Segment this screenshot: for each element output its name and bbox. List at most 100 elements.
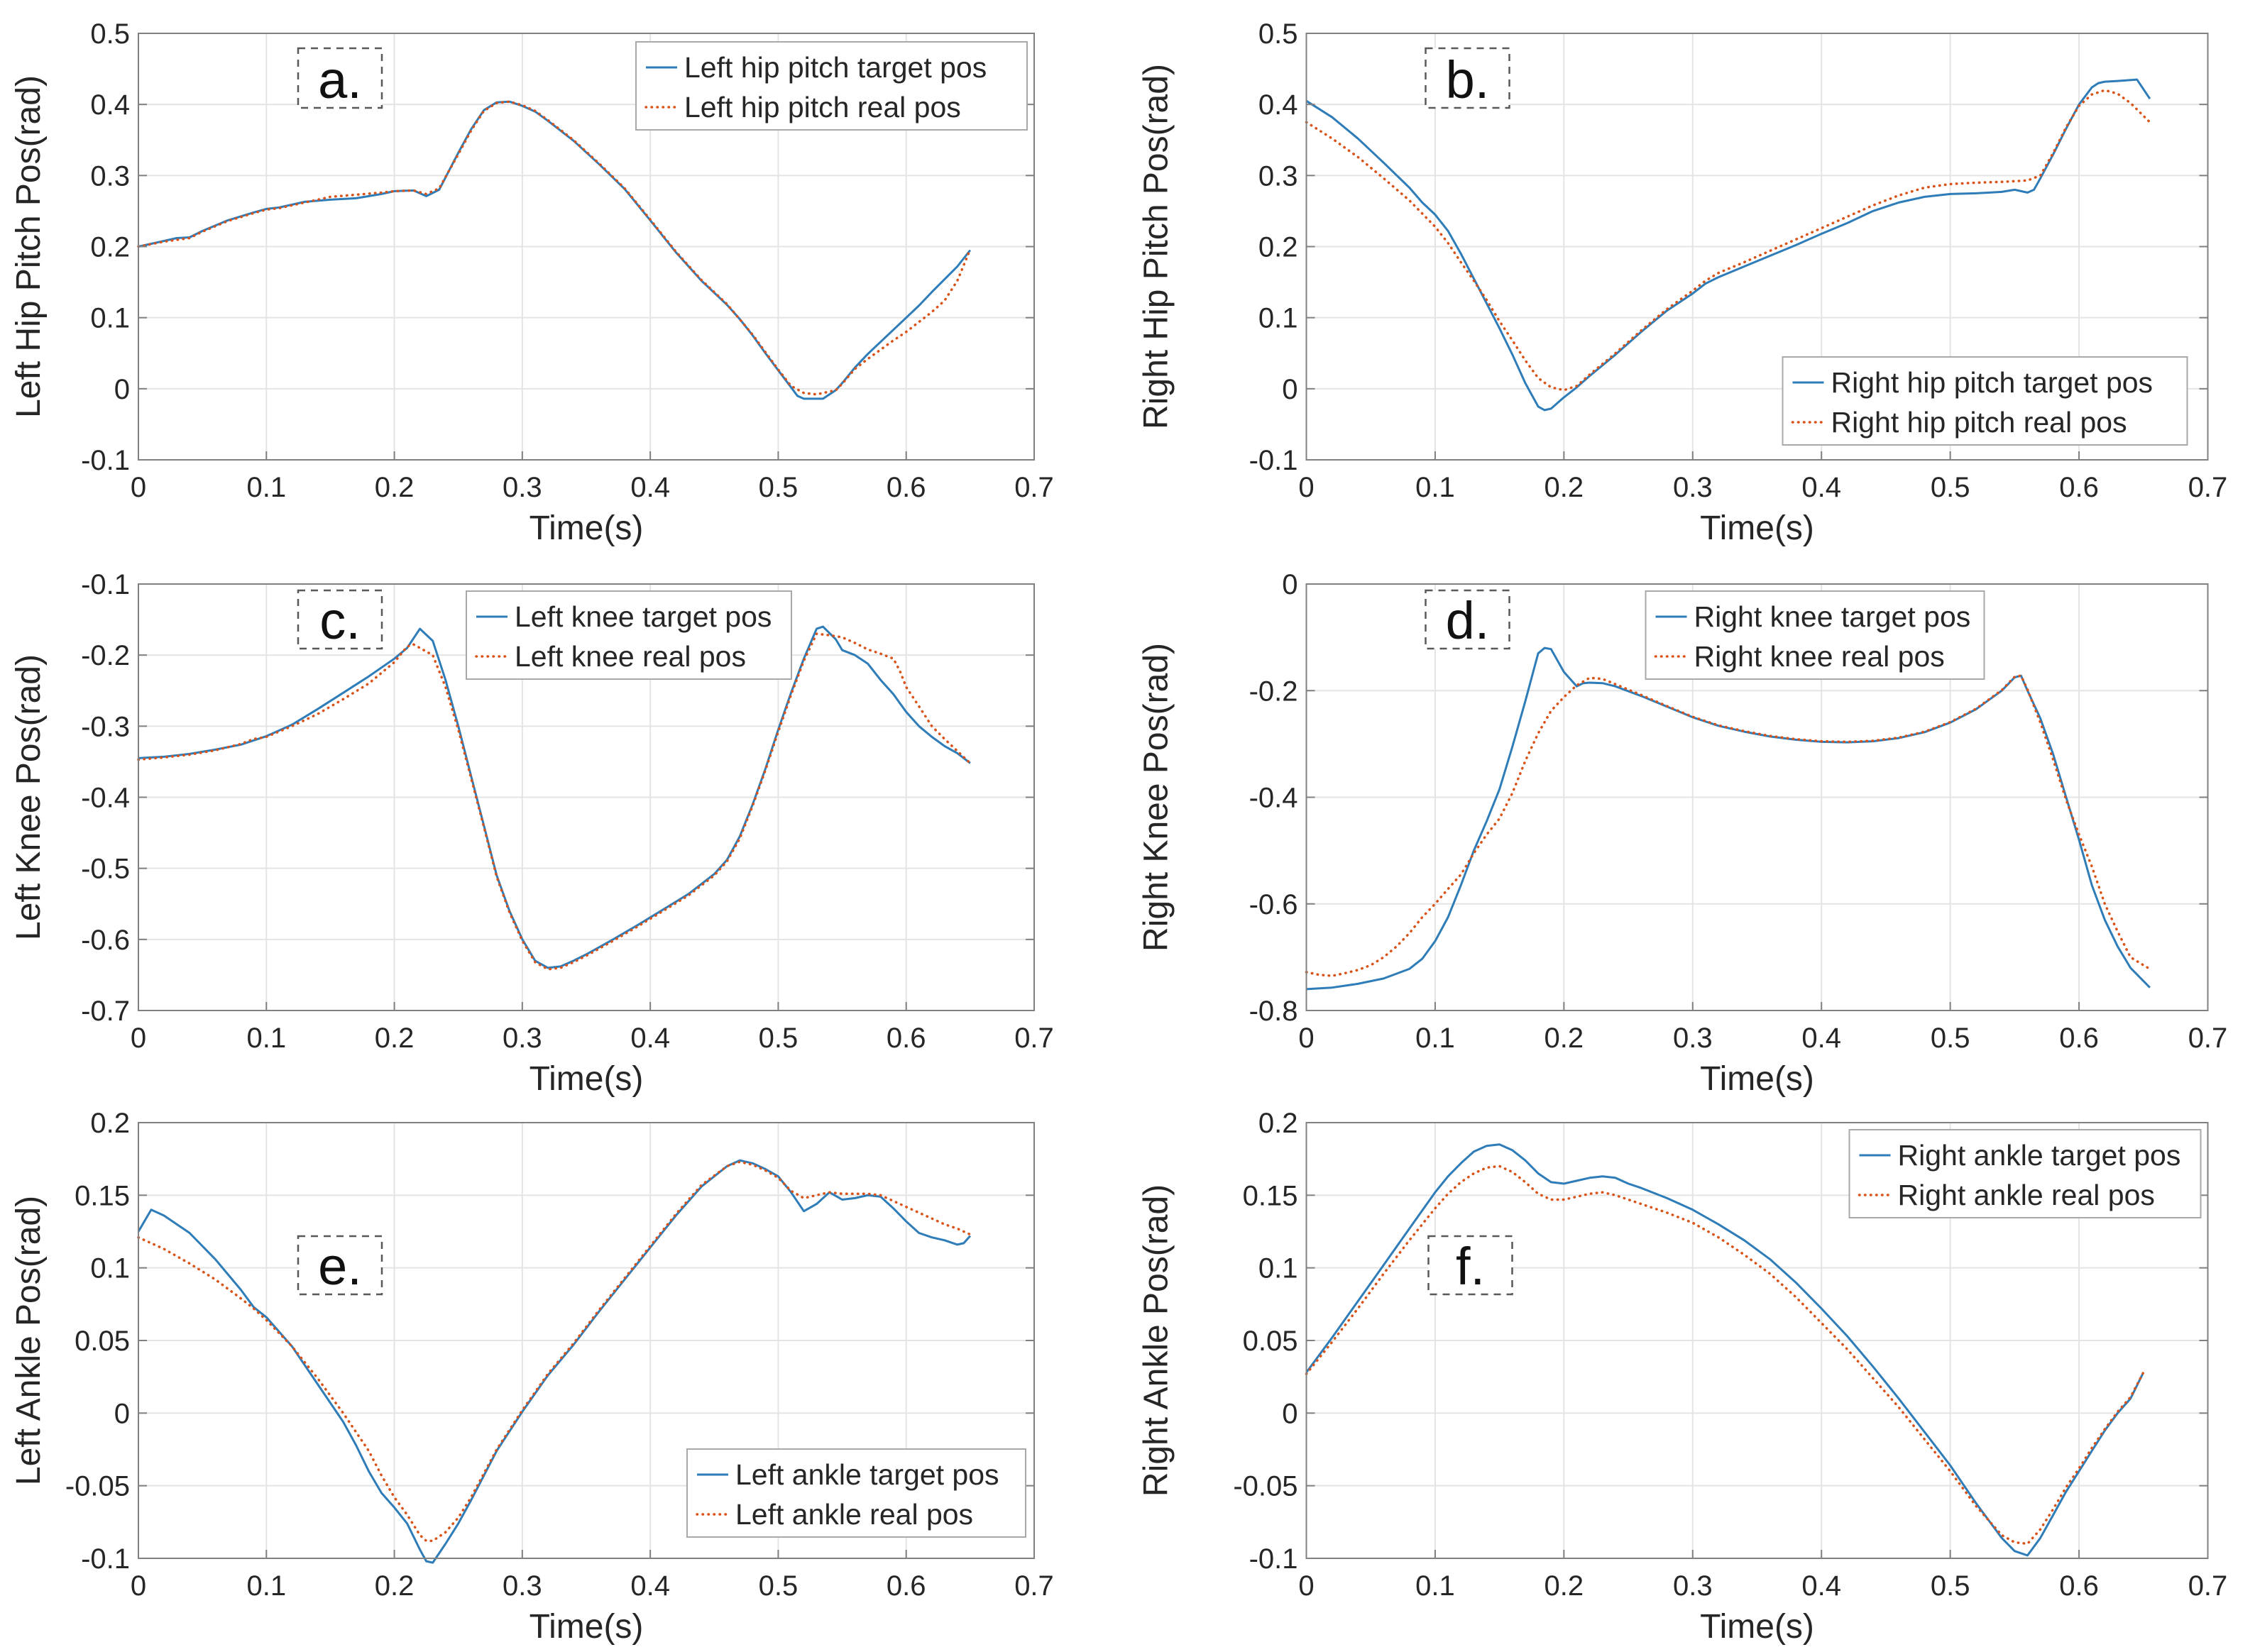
y-tick-label: 0.2 bbox=[1258, 1108, 1298, 1139]
x-tick-label: 0.3 bbox=[1673, 1023, 1713, 1054]
panel-tag: a. bbox=[297, 47, 383, 109]
y-tick-label: 0.2 bbox=[1258, 232, 1298, 263]
panel-tag: c. bbox=[297, 589, 383, 650]
x-tick-label: 0.7 bbox=[1014, 1570, 1054, 1602]
x-tick-label: 0.5 bbox=[759, 472, 799, 503]
legend: Left hip pitch target pos Left hip pitch … bbox=[635, 41, 1028, 131]
legend-label: Right hip pitch real pos bbox=[1831, 406, 2127, 439]
curve-target bbox=[1306, 646, 2151, 991]
curve-real bbox=[1305, 674, 2151, 977]
legend: Right hip pitch target pos Right hip pitc… bbox=[1782, 356, 2188, 446]
x-tick-label: 0.6 bbox=[2059, 1023, 2099, 1054]
panel-e-svg: 0 0.1 0.2 0.3 0.4 0.5 0.6 0.7 -0.1 -0.05 0 0.05 0.1 0… bbox=[10, 1108, 1054, 1646]
y-axis-label: Right Knee Pos(rad) bbox=[1138, 643, 1175, 952]
panel-b-right-hip-pitch: 0 0.1 0.2 0.3 0.4 0.5 0.6 0.7 -0.1 0 0.1 0.2 0.3 0.4 0… bbox=[1127, 0, 2255, 551]
y-tick-label: 0.5 bbox=[1258, 18, 1298, 50]
y-tick-label: -0.1 bbox=[1249, 445, 1298, 476]
x-tick-label: 0.7 bbox=[1014, 472, 1054, 503]
x-tick-label: 0.7 bbox=[1014, 1023, 1054, 1054]
y-tick-label: -0.7 bbox=[81, 996, 130, 1027]
x-tick-label: 0.6 bbox=[2059, 1570, 2099, 1602]
panel-tag-box bbox=[297, 1235, 383, 1296]
panel-tag-label: a. bbox=[318, 50, 362, 109]
x-axis-label: Time(s) bbox=[1700, 510, 1814, 547]
y-tick-label: 0 bbox=[1282, 374, 1297, 405]
curve-real bbox=[1305, 89, 2151, 392]
x-tick-label: 0.4 bbox=[1801, 1023, 1841, 1054]
y-tick-label: 0 bbox=[114, 1398, 130, 1429]
curve-target bbox=[137, 1159, 972, 1564]
x-tick-label: 0.5 bbox=[759, 1570, 799, 1602]
x-tick-label: 0 bbox=[1298, 472, 1314, 503]
x-axis-label: Time(s) bbox=[530, 510, 644, 547]
x-tick-label: 0 bbox=[1298, 1570, 1314, 1602]
panel-tag: f. bbox=[1427, 1235, 1513, 1296]
legend-label: Right ankle target pos bbox=[1898, 1139, 2181, 1172]
y-tick-label: 0.1 bbox=[1258, 1253, 1298, 1284]
curve-real bbox=[1305, 1164, 2145, 1546]
y-axis-label: Left Ankle Pos(rad) bbox=[10, 1196, 48, 1485]
panel-c-svg: 0 0.1 0.2 0.3 0.4 0.5 0.6 0.7 -0.7 -0.6 -0.5 -0.4 -0… bbox=[10, 569, 1054, 1098]
y-tick-label: -0.2 bbox=[81, 640, 130, 671]
panel-c-left-knee: 0 0.1 0.2 0.3 0.4 0.5 0.6 0.7 -0.7 -0.6 -0.5 -0.4 -0… bbox=[0, 551, 1127, 1101]
y-tick-label: -0.5 bbox=[81, 854, 130, 885]
panel-d-right-knee: 0 0.1 0.2 0.3 0.4 0.5 0.6 0.7 -0.8 -0.6 -0.4 -0.2 0 T… bbox=[1127, 551, 2255, 1101]
y-tick-label: -0.4 bbox=[1249, 783, 1298, 814]
y-tick-label: 0.5 bbox=[90, 18, 130, 50]
x-tick-label: 0.6 bbox=[887, 1023, 926, 1054]
panel-a-svg: 0 0.1 0.2 0.3 0.4 0.5 0.6 0.7-0.100.10.20.30.40… bbox=[10, 18, 1054, 547]
y-tick-label: 0.15 bbox=[75, 1180, 130, 1211]
x-tick-label: 0.4 bbox=[630, 1570, 670, 1602]
panel-tag: b. bbox=[1425, 47, 1510, 109]
panel-tag-label: c. bbox=[319, 591, 361, 650]
x-tick-label: 0.3 bbox=[1673, 472, 1713, 503]
legend-box bbox=[635, 41, 1028, 131]
y-tick-label: -0.05 bbox=[1233, 1471, 1297, 1502]
x-tick-label: 0.6 bbox=[887, 472, 926, 503]
legend-label: Left ankle real pos bbox=[735, 1498, 973, 1531]
x-axis-label: Time(s) bbox=[530, 1060, 644, 1098]
y-tick-label: 0.2 bbox=[90, 232, 130, 263]
panel-tag-box bbox=[1427, 1235, 1513, 1296]
legend: Left knee target pos Left knee real pos bbox=[466, 590, 792, 680]
curve-target bbox=[138, 625, 971, 969]
panel-e-left-ankle: 0 0.1 0.2 0.3 0.4 0.5 0.6 0.7 -0.1 -0.05 0 0.05 0.1 0… bbox=[0, 1101, 1127, 1652]
panel-tag-label: e. bbox=[318, 1237, 362, 1296]
curve-target bbox=[1305, 78, 2151, 412]
legend-box bbox=[686, 1448, 1026, 1538]
x-tick-label: 0.1 bbox=[1415, 472, 1455, 503]
axes bbox=[1305, 33, 2209, 461]
y-tick-label: 0.1 bbox=[90, 303, 130, 334]
x-tick-label: 0.1 bbox=[246, 472, 286, 503]
x-tick-label: 0.7 bbox=[2188, 472, 2228, 503]
x-tick-label: 0 bbox=[1298, 1023, 1314, 1054]
curve-target bbox=[138, 100, 972, 400]
y-tick-label: -0.1 bbox=[1249, 1543, 1298, 1575]
x-tick-label: 0.7 bbox=[2188, 1570, 2228, 1602]
y-tick-label: 0 bbox=[114, 374, 130, 405]
x-tick-label: 0.5 bbox=[1931, 1023, 1970, 1054]
y-tick-label: 0.05 bbox=[75, 1326, 130, 1357]
y-tick-label: -0.2 bbox=[1249, 676, 1298, 707]
panel-a-left-hip-pitch: 0 0.1 0.2 0.3 0.4 0.5 0.6 0.7 -0.1 0 0.1 0.2 0.3 0.4 0… bbox=[0, 0, 1127, 551]
y-tick-label: 0 bbox=[1282, 569, 1297, 600]
legend-label: Left ankle target pos bbox=[735, 1458, 999, 1491]
x-tick-label: 0.3 bbox=[503, 1570, 542, 1602]
x-tick-label: 0.3 bbox=[503, 472, 542, 503]
curve-target bbox=[1305, 1143, 2145, 1557]
y-tick-label: -0.6 bbox=[81, 925, 130, 956]
x-tick-label: 0.4 bbox=[1801, 472, 1841, 503]
panel-tag: d. bbox=[1425, 589, 1510, 650]
legend-label: Right hip pitch target pos bbox=[1831, 366, 2154, 399]
legend-box bbox=[466, 590, 792, 680]
x-tick-label: 0.1 bbox=[246, 1570, 286, 1602]
panel-tag-box bbox=[297, 589, 383, 650]
curve-real bbox=[137, 632, 972, 971]
x-tick-label: 0.3 bbox=[1673, 1570, 1713, 1602]
legend-label: Right knee target pos bbox=[1694, 600, 1971, 633]
panel-d-svg: 0 0.1 0.2 0.3 0.4 0.5 0.6 0.7 -0.8 -0.6 -0.4 -0.2 0 T… bbox=[1138, 569, 2228, 1098]
panel-tag-label: d. bbox=[1446, 591, 1490, 650]
legend: Right knee target pos Right knee real pos bbox=[1645, 590, 1985, 680]
y-tick-label: 0.3 bbox=[1258, 160, 1298, 192]
x-tick-label: 0.1 bbox=[1415, 1023, 1455, 1054]
